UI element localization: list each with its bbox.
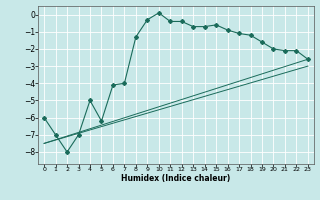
X-axis label: Humidex (Indice chaleur): Humidex (Indice chaleur) bbox=[121, 174, 231, 183]
